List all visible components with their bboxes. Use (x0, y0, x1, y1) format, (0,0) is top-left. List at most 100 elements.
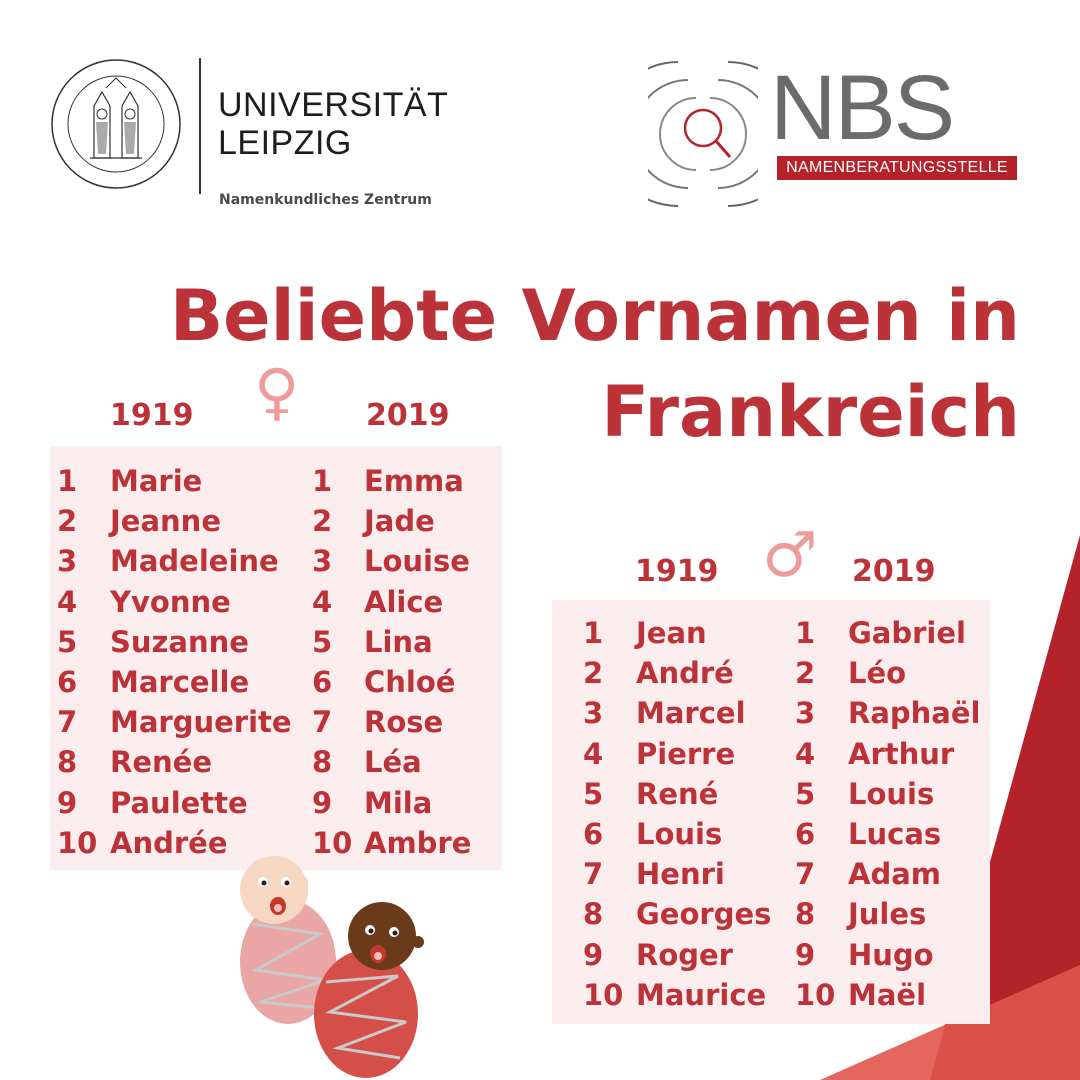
male-rank-2019: 6 (795, 817, 816, 851)
male-rank-1919: 9 (583, 937, 604, 972)
female-rank-1919: 1 (57, 464, 78, 498)
female-year-1919: 1919 (110, 398, 194, 433)
male-rank-1919: 6 (583, 817, 604, 851)
male-name-1919: Louis (636, 817, 723, 851)
male-rank-2019: 3 (795, 696, 816, 731)
male-name-2019: Gabriel (848, 616, 966, 650)
female-name-1919: Paulette (110, 785, 248, 820)
male-name-2019: Louis (848, 776, 935, 811)
female-rank-2019: 6 (312, 665, 333, 699)
logo-divider (199, 58, 201, 194)
female-name-2019: Lina (364, 624, 433, 659)
female-rank-2019: 3 (312, 544, 333, 579)
male-rank-1919: 10 (583, 977, 624, 1012)
female-name-2019: Rose (364, 705, 444, 740)
female-rank-1919: 4 (57, 584, 78, 619)
male-name-2019: Lucas (848, 817, 942, 851)
nbs-magnifier-logo (648, 61, 758, 207)
female-name-1919: Jeanne (110, 504, 221, 539)
female-name-1919: Renée (110, 745, 212, 780)
female-rank-1919: 3 (57, 544, 78, 579)
female-name-1919: Marcelle (110, 665, 250, 699)
male-rank-2019: 7 (795, 857, 816, 892)
female-name-1919: Yvonne (110, 584, 231, 619)
male-rank-1919: 5 (583, 776, 604, 811)
female-rank-2019: 9 (312, 785, 333, 820)
female-rank-1919: 7 (57, 705, 78, 740)
male-name-2019: Arthur (848, 736, 955, 771)
female-rank-1919: 8 (57, 745, 78, 780)
male-rank-1919: 3 (583, 696, 604, 731)
male-rank-1919: 8 (583, 897, 604, 932)
male-rank-1919: 2 (583, 656, 604, 691)
male-rank-2019: 9 (795, 937, 816, 972)
male-names-panel (552, 600, 990, 1024)
male-year-2019: 2019 (852, 554, 936, 589)
male-name-1919: Georges (636, 897, 772, 932)
female-name-1919: Marguerite (110, 705, 292, 740)
female-name-2019: Louise (364, 544, 470, 579)
female-year-2019: 2019 (366, 398, 450, 433)
male-rank-2019: 10 (795, 977, 836, 1012)
female-rank-1919: 9 (57, 785, 78, 820)
male-rank-1919: 1 (583, 616, 604, 650)
nbs-band-label: NAMENBERATUNGSSTELLE (777, 156, 1017, 180)
female-name-1919: Madeleine (110, 544, 279, 579)
male-rank-2019: 5 (795, 776, 816, 811)
female-rank-2019: 2 (312, 504, 333, 539)
female-rank-1919: 6 (57, 665, 78, 699)
nbs-acronym: NBS (770, 57, 955, 159)
babies-illustration (240, 856, 424, 1078)
university-name-line1: UNIVERSITÄT (218, 86, 449, 124)
male-name-1919: Roger (636, 937, 733, 972)
university-name-line2: LEIPZIG (218, 124, 352, 162)
title-line1: Beliebte Vornamen in (169, 275, 1020, 357)
female-name-2019: Alice (364, 584, 444, 619)
male-name-1919: Maurice (636, 977, 767, 1012)
female-rank-1919: 2 (57, 504, 78, 539)
female-rank-1919: 5 (57, 624, 78, 659)
male-name-1919: Marcel (636, 696, 746, 731)
male-name-2019: Raphaël (848, 696, 981, 731)
female-name-2019: Ambre (364, 825, 472, 860)
male-rank-2019: 2 (795, 656, 816, 691)
female-name-1919: Marie (110, 464, 203, 498)
female-rank-2019: 10 (312, 825, 353, 860)
female-name-1919: Andrée (110, 825, 228, 860)
male-rank-2019: 8 (795, 897, 816, 932)
male-name-2019: Adam (848, 857, 941, 892)
male-name-2019: Maël (848, 977, 927, 1012)
university-name: UNIVERSITÄT LEIPZIG (218, 86, 448, 162)
female-rank-2019: 8 (312, 745, 333, 780)
male-rank-2019: 4 (795, 736, 816, 771)
female-name-2019: Mila (364, 785, 433, 820)
female-name-2019: Léa (364, 745, 422, 780)
male-name-2019: Léo (848, 656, 907, 691)
university-subtitle: Namenkundliches Zentrum (219, 192, 432, 208)
male-symbol-icon: ♂ (762, 518, 818, 591)
male-rank-2019: 1 (795, 616, 816, 650)
female-symbol-icon: ♀ (254, 355, 300, 428)
male-rank-1919: 7 (583, 857, 604, 892)
male-year-1919: 1919 (635, 554, 719, 589)
female-rank-2019: 5 (312, 624, 333, 659)
title-line2: Frankreich (601, 371, 1020, 453)
female-name-1919: Suzanne (110, 624, 249, 659)
male-name-1919: Pierre (636, 736, 736, 771)
female-names-panel (50, 446, 502, 870)
male-name-1919: René (636, 776, 719, 811)
female-rank-1919: 10 (57, 825, 98, 860)
male-name-1919: André (636, 656, 734, 691)
male-name-2019: Jules (848, 897, 927, 932)
male-name-2019: Hugo (848, 937, 934, 972)
male-name-1919: Jean (636, 616, 707, 650)
page-title: Beliebte Vornamen in Frankreich (150, 268, 1020, 460)
female-name-2019: Chloé (364, 665, 456, 699)
female-name-2019: Emma (364, 464, 464, 498)
female-name-2019: Jade (364, 504, 435, 539)
male-rank-1919: 4 (583, 736, 604, 771)
female-rank-2019: 1 (312, 464, 333, 498)
female-rank-2019: 7 (312, 705, 333, 740)
university-seal-logo (51, 59, 181, 189)
female-rank-2019: 4 (312, 584, 333, 619)
